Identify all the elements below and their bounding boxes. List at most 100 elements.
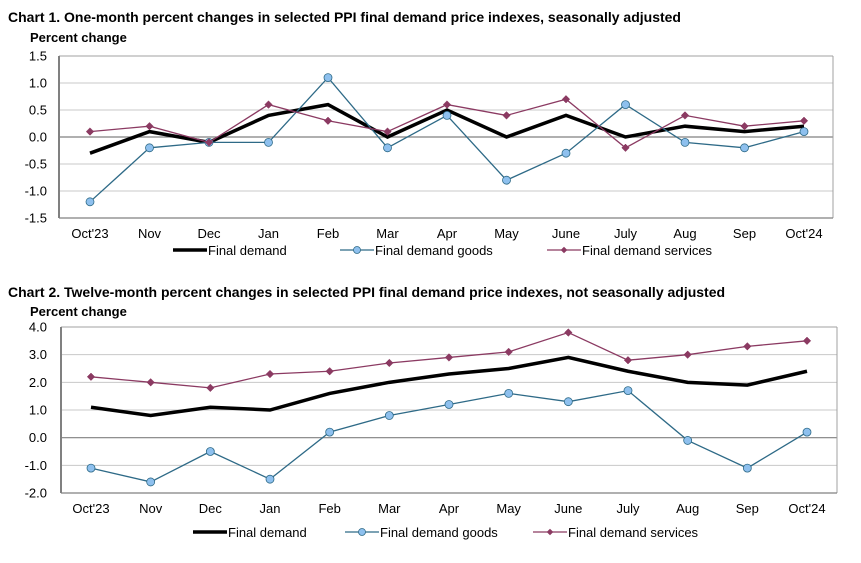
data-point-services bbox=[502, 111, 511, 120]
data-point-goods bbox=[561, 148, 571, 158]
legend-label: Final demand goods bbox=[375, 243, 493, 258]
x-tick-label: Nov bbox=[138, 226, 162, 241]
data-point-services bbox=[86, 372, 96, 381]
data-point-goods bbox=[442, 111, 452, 120]
y-tick-label: 1.0 bbox=[29, 76, 47, 91]
data-point-goods bbox=[742, 463, 752, 473]
x-tick-label: Aug bbox=[676, 501, 699, 516]
data-point-services bbox=[680, 111, 690, 120]
data-point-services bbox=[85, 127, 95, 136]
chart-1-gridlines bbox=[59, 55, 833, 192]
chart-2: Chart 2. Twelve-month percent changes in… bbox=[8, 284, 838, 540]
data-point-services bbox=[323, 116, 333, 125]
data-point-goods bbox=[145, 143, 154, 153]
data-point-goods bbox=[86, 463, 96, 473]
data-point-goods bbox=[621, 100, 630, 109]
data-point-goods bbox=[802, 427, 812, 437]
chart-1: Chart 1. One-month percent changes in se… bbox=[8, 9, 834, 258]
x-tick-label: Nov bbox=[139, 501, 163, 516]
legend-item-goods: Final demand goods bbox=[340, 243, 493, 258]
data-point-goods bbox=[680, 137, 690, 147]
chart-1-y-axis-label: Percent change bbox=[30, 30, 127, 45]
legend-item-final-demand: Final demand bbox=[173, 243, 287, 258]
chart-1-y-ticks: 1.5 1.0 0.5 0.0 -0.5 -1.0 -1.5 bbox=[25, 49, 47, 226]
x-tick-label: Jan bbox=[260, 501, 281, 516]
y-tick-label: 1.0 bbox=[29, 403, 47, 418]
x-tick-label: July bbox=[616, 501, 640, 516]
chart-1-series bbox=[85, 73, 809, 207]
data-point-goods bbox=[205, 447, 215, 456]
x-tick-label: May bbox=[496, 501, 521, 516]
legend-marker-diamond bbox=[546, 528, 554, 536]
x-tick-label: Aug bbox=[673, 226, 696, 241]
legend-label: Final demand services bbox=[582, 243, 713, 258]
chart-2-gridlines bbox=[61, 326, 837, 466]
y-tick-label: -1.5 bbox=[25, 211, 47, 226]
data-point-services bbox=[802, 336, 812, 345]
data-point-services bbox=[385, 358, 394, 368]
y-tick-label: 2.0 bbox=[29, 375, 47, 390]
x-tick-label: Mar bbox=[376, 226, 399, 241]
data-point-services bbox=[740, 122, 749, 131]
y-tick-label: 4.0 bbox=[29, 320, 47, 335]
data-point-goods bbox=[325, 427, 335, 437]
y-tick-label: -2.0 bbox=[25, 486, 47, 501]
data-point-goods bbox=[563, 397, 573, 407]
data-point-goods bbox=[444, 400, 454, 409]
data-point-services bbox=[383, 127, 392, 136]
chart-2-y-ticks: 4.0 3.0 2.0 1.0 0.0 -1.0 -2.0 bbox=[25, 320, 47, 501]
x-tick-label: Mar bbox=[378, 501, 401, 516]
y-tick-label: 1.5 bbox=[29, 49, 47, 64]
chart-2-title: Chart 2. Twelve-month percent changes in… bbox=[8, 284, 725, 300]
data-point-services bbox=[564, 328, 573, 337]
legend-label: Final demand services bbox=[568, 525, 699, 540]
x-tick-label: Dec bbox=[197, 226, 221, 241]
x-tick-label: Feb bbox=[317, 226, 339, 241]
data-point-services bbox=[623, 356, 633, 365]
data-point-goods bbox=[383, 143, 392, 153]
chart-2-x-ticks: Oct'23 Nov Dec Jan Feb Mar Apr May June July Aug Se… bbox=[72, 501, 825, 516]
x-tick-label: Apr bbox=[439, 501, 460, 516]
legend-label: Final demand bbox=[228, 525, 307, 540]
data-point-goods bbox=[623, 386, 633, 396]
data-point-services bbox=[504, 347, 513, 357]
chart-2-series bbox=[86, 328, 812, 487]
data-point-services bbox=[265, 369, 275, 379]
y-tick-label: -0.5 bbox=[25, 157, 47, 172]
data-point-goods bbox=[85, 197, 95, 207]
data-point-goods bbox=[264, 137, 273, 147]
x-tick-label: July bbox=[614, 226, 638, 241]
y-tick-label: 0.0 bbox=[29, 430, 47, 445]
x-tick-label: Apr bbox=[437, 226, 458, 241]
data-point-goods bbox=[146, 477, 156, 487]
x-tick-label: Oct'23 bbox=[72, 501, 109, 516]
data-point-goods bbox=[384, 411, 394, 420]
data-point-services bbox=[325, 367, 334, 376]
data-point-services bbox=[799, 116, 809, 125]
data-point-services bbox=[683, 350, 692, 359]
legend-label: Final demand goods bbox=[380, 525, 498, 540]
data-point-services bbox=[146, 378, 155, 387]
x-tick-label: Sep bbox=[736, 501, 759, 516]
x-tick-label: May bbox=[494, 226, 519, 241]
x-tick-label: June bbox=[554, 501, 582, 516]
legend-marker-diamond bbox=[560, 246, 568, 254]
data-point-services bbox=[743, 342, 752, 351]
x-tick-label: Dec bbox=[199, 501, 223, 516]
data-point-services bbox=[621, 143, 630, 152]
data-point-services bbox=[204, 138, 214, 147]
data-point-goods bbox=[799, 127, 809, 137]
data-point-services bbox=[145, 122, 154, 131]
y-tick-label: 0.0 bbox=[29, 130, 47, 145]
chart-2-legend: Final demand Final demand goods Final dema… bbox=[193, 525, 699, 540]
y-tick-label: 3.0 bbox=[29, 347, 47, 362]
legend-item-final-demand: Final demand bbox=[193, 525, 307, 540]
series-line-final-demand bbox=[90, 355, 808, 418]
data-point-services bbox=[442, 100, 452, 109]
y-tick-label: 0.5 bbox=[29, 103, 47, 118]
x-tick-label: Oct'23 bbox=[71, 226, 108, 241]
legend-item-services: Final demand services bbox=[547, 243, 713, 258]
x-tick-label: Jan bbox=[258, 226, 279, 241]
data-point-services bbox=[444, 353, 454, 362]
